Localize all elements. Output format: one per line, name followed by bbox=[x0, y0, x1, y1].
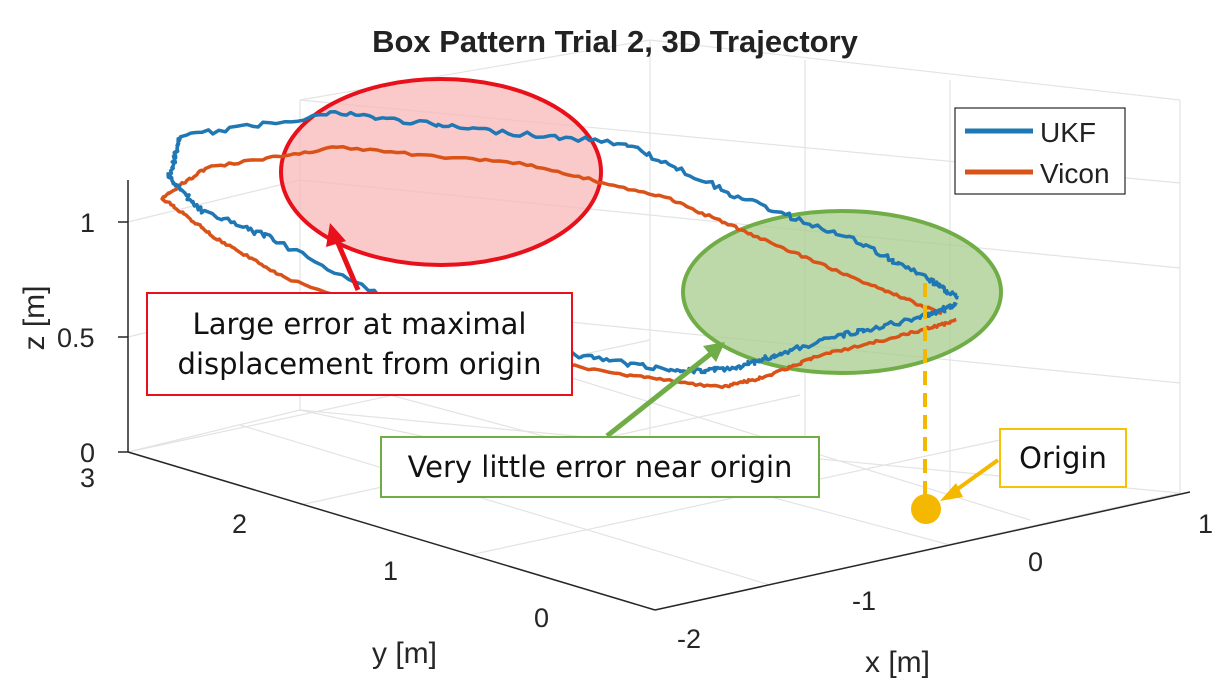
y-tick-3: 3 bbox=[80, 463, 95, 493]
y-tick-1: 1 bbox=[383, 556, 398, 586]
legend-label-vicon: Vicon bbox=[1040, 158, 1110, 189]
large-error-ellipse bbox=[279, 77, 603, 267]
z-tick-0.5: 0.5 bbox=[57, 323, 95, 353]
large-error-callout-line2: displacement from origin bbox=[177, 347, 542, 381]
y-axis-label: y [m] bbox=[372, 637, 437, 670]
y-tick-0: 0 bbox=[534, 603, 549, 633]
large-error-callout-line1: Large error at maximal bbox=[192, 307, 527, 341]
legend: UKF Vicon bbox=[954, 107, 1126, 195]
axes bbox=[118, 180, 1191, 611]
small-error-callout: Very little error near origin bbox=[380, 436, 820, 498]
z-tick-1: 1 bbox=[80, 208, 95, 238]
x-tick-1: 1 bbox=[1198, 509, 1213, 539]
vicon-trajectory bbox=[160, 144, 957, 390]
annotation-arrows bbox=[326, 223, 1000, 501]
x-tick-neg1: -1 bbox=[852, 586, 876, 616]
z-tick-0: 0 bbox=[80, 438, 95, 468]
z-axis-label: z [m] bbox=[18, 286, 51, 351]
origin-callout: Origin bbox=[999, 428, 1127, 488]
x-tick-0: 0 bbox=[1028, 547, 1043, 577]
x-axis-label: x [m] bbox=[865, 646, 930, 679]
legend-label-ukf: UKF bbox=[1040, 117, 1096, 148]
origin-marker bbox=[911, 494, 941, 524]
x-tick-neg2: -2 bbox=[677, 624, 701, 654]
trajectories bbox=[160, 110, 960, 390]
large-error-callout: Large error at maximal displacement from… bbox=[146, 292, 573, 396]
chart-title: Box Pattern Trial 2, 3D Trajectory bbox=[372, 24, 858, 59]
small-error-ellipse bbox=[681, 209, 1003, 375]
ukf-trajectory bbox=[166, 110, 960, 375]
y-tick-2: 2 bbox=[232, 509, 247, 539]
